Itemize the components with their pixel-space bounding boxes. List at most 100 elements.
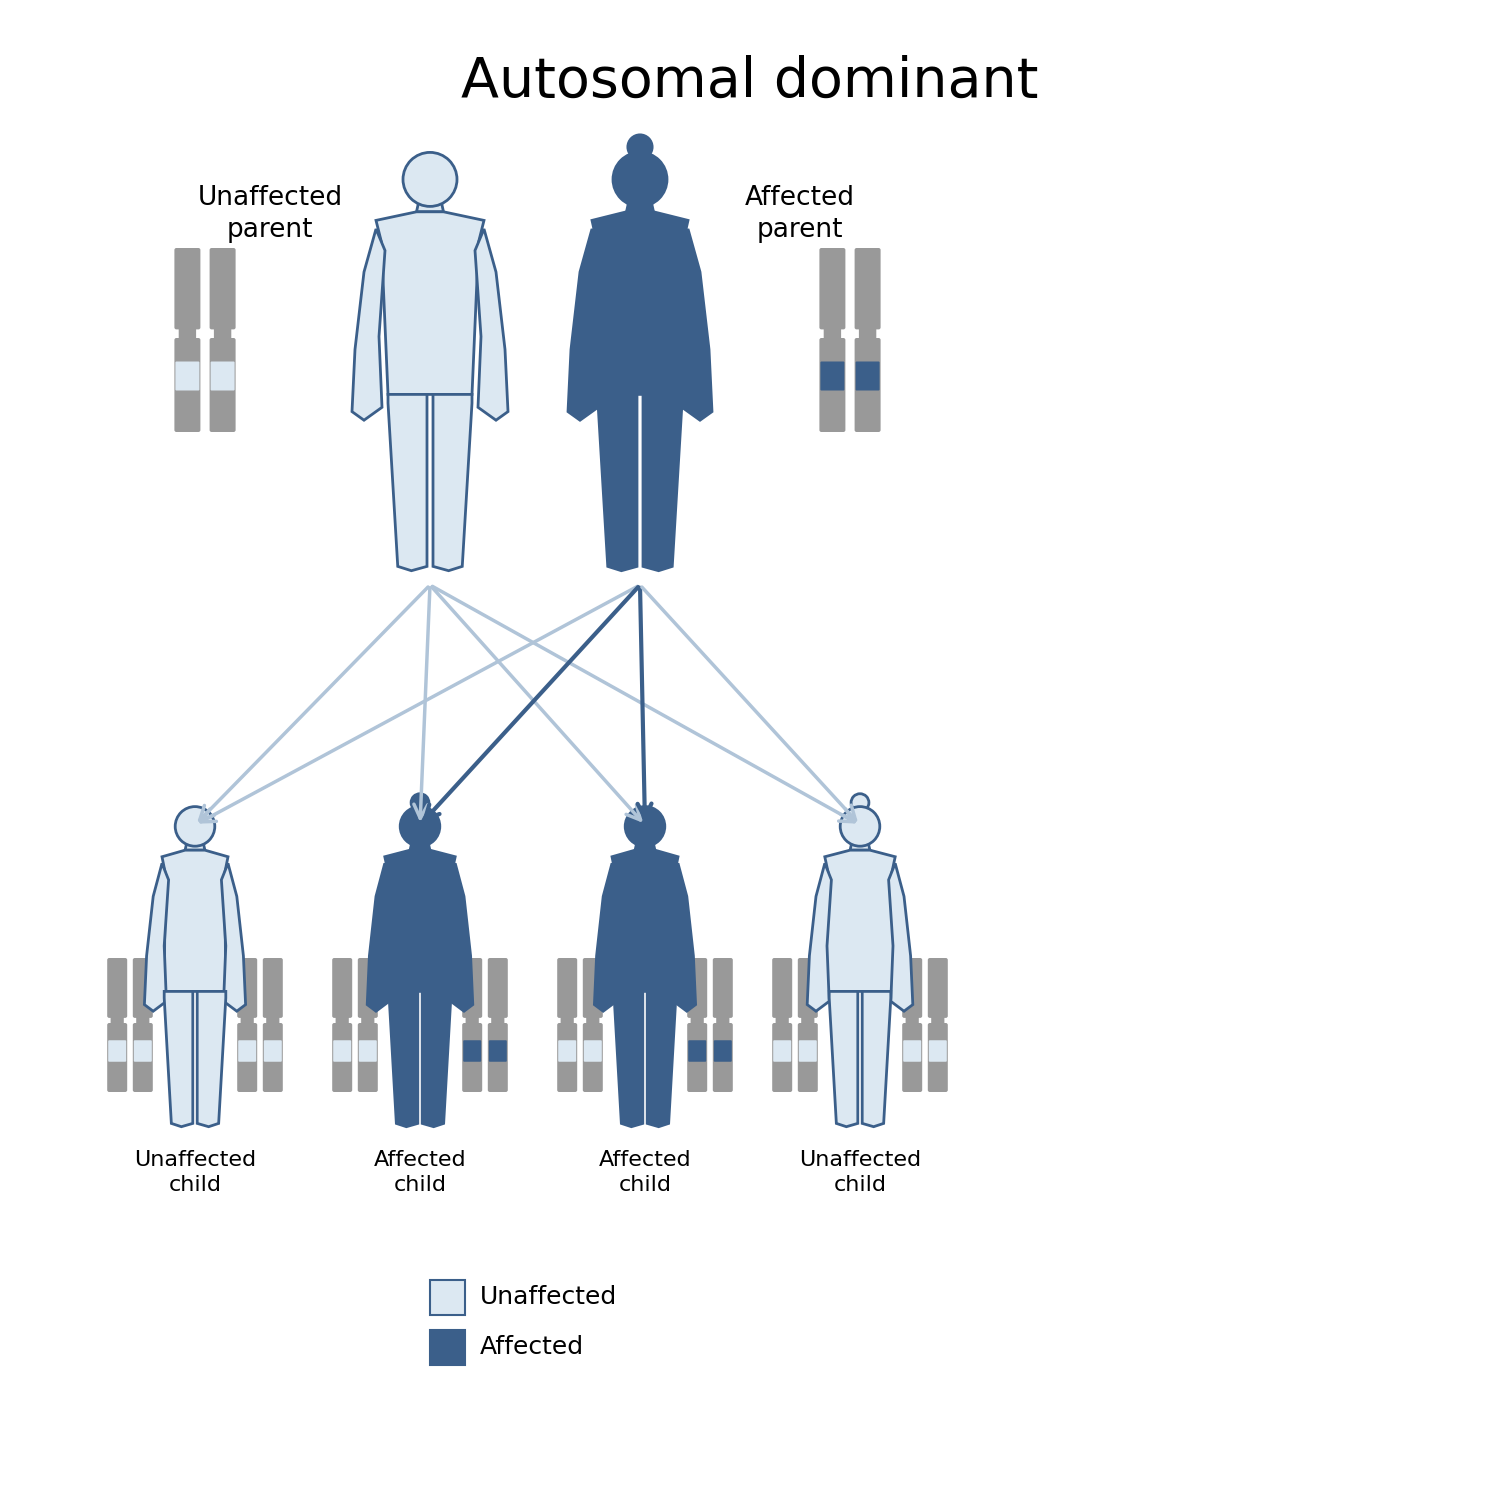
FancyBboxPatch shape xyxy=(584,958,603,1018)
FancyBboxPatch shape xyxy=(332,958,352,1018)
Polygon shape xyxy=(368,864,392,1011)
FancyBboxPatch shape xyxy=(687,1023,706,1092)
Circle shape xyxy=(850,794,868,812)
Polygon shape xyxy=(162,850,228,992)
FancyBboxPatch shape xyxy=(772,1023,792,1092)
Circle shape xyxy=(404,153,457,207)
Circle shape xyxy=(614,153,668,207)
FancyBboxPatch shape xyxy=(266,1016,279,1026)
FancyBboxPatch shape xyxy=(262,958,284,1018)
FancyBboxPatch shape xyxy=(210,362,234,390)
FancyBboxPatch shape xyxy=(240,1016,254,1026)
FancyBboxPatch shape xyxy=(210,248,236,330)
FancyBboxPatch shape xyxy=(819,338,846,432)
Polygon shape xyxy=(448,864,472,1011)
Circle shape xyxy=(628,135,652,159)
Polygon shape xyxy=(850,840,870,850)
Polygon shape xyxy=(614,992,644,1126)
Polygon shape xyxy=(568,230,602,420)
Polygon shape xyxy=(862,992,891,1126)
FancyBboxPatch shape xyxy=(821,362,844,390)
Polygon shape xyxy=(382,850,458,992)
FancyBboxPatch shape xyxy=(362,1016,375,1026)
FancyBboxPatch shape xyxy=(772,958,792,1018)
FancyBboxPatch shape xyxy=(264,1041,282,1062)
Polygon shape xyxy=(646,992,676,1126)
FancyBboxPatch shape xyxy=(855,338,880,432)
FancyBboxPatch shape xyxy=(358,1041,376,1062)
FancyBboxPatch shape xyxy=(928,1041,946,1062)
FancyBboxPatch shape xyxy=(465,1016,478,1026)
FancyBboxPatch shape xyxy=(712,1023,734,1092)
Text: Affected: Affected xyxy=(480,1335,584,1359)
FancyBboxPatch shape xyxy=(561,1016,574,1026)
Text: Unaffected
parent: Unaffected parent xyxy=(198,184,342,243)
Polygon shape xyxy=(184,840,206,850)
FancyBboxPatch shape xyxy=(489,1041,507,1062)
Circle shape xyxy=(400,807,439,846)
FancyBboxPatch shape xyxy=(928,1023,948,1092)
Text: Unaffected
child: Unaffected child xyxy=(134,1150,256,1196)
FancyBboxPatch shape xyxy=(488,958,508,1018)
FancyBboxPatch shape xyxy=(237,958,256,1018)
FancyBboxPatch shape xyxy=(488,1023,508,1092)
FancyBboxPatch shape xyxy=(688,1041,706,1062)
FancyBboxPatch shape xyxy=(902,1023,922,1092)
FancyBboxPatch shape xyxy=(819,248,846,330)
Text: Autosomal dominant: Autosomal dominant xyxy=(462,56,1038,110)
Polygon shape xyxy=(627,198,654,211)
Text: Unaffected: Unaffected xyxy=(480,1286,618,1310)
FancyBboxPatch shape xyxy=(584,1023,603,1092)
Polygon shape xyxy=(807,864,831,1011)
Polygon shape xyxy=(422,992,452,1126)
Polygon shape xyxy=(476,230,508,420)
Text: Affected
child: Affected child xyxy=(374,1150,466,1196)
Polygon shape xyxy=(144,864,168,1011)
FancyBboxPatch shape xyxy=(556,958,578,1018)
FancyBboxPatch shape xyxy=(716,1016,729,1026)
FancyBboxPatch shape xyxy=(134,958,153,1018)
FancyBboxPatch shape xyxy=(712,958,734,1018)
Circle shape xyxy=(176,807,214,846)
FancyBboxPatch shape xyxy=(928,958,948,1018)
Circle shape xyxy=(626,807,664,846)
Polygon shape xyxy=(672,864,696,1011)
Polygon shape xyxy=(196,992,226,1126)
Bar xyxy=(430,1330,465,1365)
Polygon shape xyxy=(822,850,897,992)
FancyBboxPatch shape xyxy=(178,327,196,340)
Polygon shape xyxy=(830,992,858,1126)
Text: Unaffected
child: Unaffected child xyxy=(800,1150,921,1196)
FancyBboxPatch shape xyxy=(134,1023,153,1092)
FancyBboxPatch shape xyxy=(556,1023,578,1092)
Text: Affected
child: Affected child xyxy=(598,1150,692,1196)
FancyBboxPatch shape xyxy=(859,327,876,340)
FancyBboxPatch shape xyxy=(586,1016,600,1026)
Circle shape xyxy=(411,794,429,812)
FancyBboxPatch shape xyxy=(462,958,482,1018)
FancyBboxPatch shape xyxy=(906,1016,920,1026)
Polygon shape xyxy=(598,394,638,570)
FancyBboxPatch shape xyxy=(462,1023,482,1092)
FancyBboxPatch shape xyxy=(464,1041,482,1062)
FancyBboxPatch shape xyxy=(776,1016,789,1026)
Polygon shape xyxy=(612,850,678,992)
FancyBboxPatch shape xyxy=(134,1041,152,1062)
FancyBboxPatch shape xyxy=(687,958,706,1018)
FancyBboxPatch shape xyxy=(798,958,818,1018)
FancyBboxPatch shape xyxy=(690,1016,703,1026)
FancyBboxPatch shape xyxy=(332,1023,352,1092)
FancyBboxPatch shape xyxy=(210,338,236,432)
FancyBboxPatch shape xyxy=(932,1016,945,1026)
FancyBboxPatch shape xyxy=(111,1016,125,1026)
Polygon shape xyxy=(388,992,418,1126)
FancyBboxPatch shape xyxy=(262,1023,284,1092)
Polygon shape xyxy=(417,198,444,211)
Polygon shape xyxy=(590,211,692,394)
FancyBboxPatch shape xyxy=(136,1016,150,1026)
Circle shape xyxy=(840,807,880,846)
FancyBboxPatch shape xyxy=(174,338,201,432)
FancyBboxPatch shape xyxy=(106,958,128,1018)
FancyBboxPatch shape xyxy=(714,1041,732,1062)
Polygon shape xyxy=(388,394,427,570)
